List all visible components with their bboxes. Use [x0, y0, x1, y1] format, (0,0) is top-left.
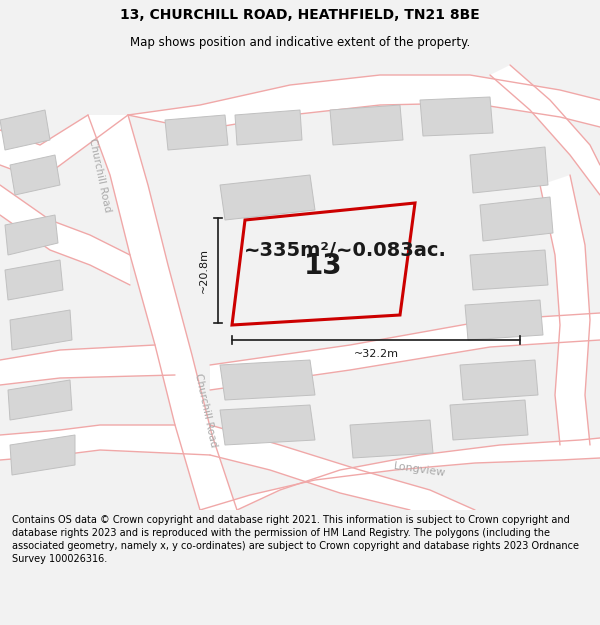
Polygon shape: [8, 380, 72, 420]
Polygon shape: [220, 360, 315, 400]
Polygon shape: [10, 310, 72, 350]
Text: Churchill Road: Churchill Road: [193, 372, 219, 448]
Polygon shape: [200, 438, 600, 510]
Polygon shape: [5, 215, 58, 255]
Polygon shape: [232, 203, 415, 325]
Polygon shape: [220, 405, 315, 445]
Polygon shape: [350, 420, 433, 458]
Text: 13, CHURCHILL ROAD, HEATHFIELD, TN21 8BE: 13, CHURCHILL ROAD, HEATHFIELD, TN21 8BE: [120, 8, 480, 22]
Polygon shape: [490, 65, 600, 195]
Polygon shape: [450, 400, 528, 440]
Text: 13: 13: [304, 252, 343, 280]
Polygon shape: [10, 155, 60, 195]
Text: Map shows position and indicative extent of the property.: Map shows position and indicative extent…: [130, 36, 470, 49]
Polygon shape: [480, 197, 553, 241]
Text: Churchill Road: Churchill Road: [87, 137, 113, 213]
Polygon shape: [470, 250, 548, 290]
Polygon shape: [0, 185, 130, 285]
Polygon shape: [5, 260, 63, 300]
Polygon shape: [470, 147, 548, 193]
Text: ~20.8m: ~20.8m: [199, 248, 209, 293]
Polygon shape: [165, 115, 228, 150]
Polygon shape: [0, 110, 50, 150]
Polygon shape: [0, 425, 210, 460]
Polygon shape: [210, 313, 600, 390]
Polygon shape: [0, 115, 128, 180]
Polygon shape: [540, 175, 590, 445]
Polygon shape: [0, 345, 175, 385]
Polygon shape: [210, 425, 475, 510]
Text: Contains OS data © Crown copyright and database right 2021. This information is : Contains OS data © Crown copyright and d…: [12, 514, 579, 564]
Polygon shape: [88, 115, 237, 510]
Polygon shape: [220, 175, 315, 220]
Polygon shape: [10, 435, 75, 475]
Text: ~335m²/~0.083ac.: ~335m²/~0.083ac.: [244, 241, 446, 259]
Polygon shape: [420, 97, 493, 136]
Polygon shape: [460, 360, 538, 400]
Polygon shape: [330, 105, 403, 145]
Text: ~32.2m: ~32.2m: [353, 349, 398, 359]
Text: Longview: Longview: [393, 461, 447, 479]
Polygon shape: [465, 300, 543, 340]
Polygon shape: [235, 110, 302, 145]
Polygon shape: [128, 75, 600, 130]
